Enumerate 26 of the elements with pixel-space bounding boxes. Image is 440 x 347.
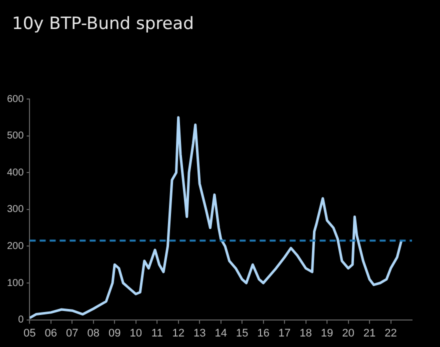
x-tick-label: 14	[214, 327, 227, 340]
x-tick-label: 08	[87, 327, 100, 340]
y-tick-label: 400	[6, 167, 24, 178]
x-tick-label: 19	[320, 327, 334, 340]
x-tick-label: 11	[151, 327, 163, 340]
y-tick-label: 100	[6, 278, 24, 289]
chart-title: 10y BTP-Bund spread	[12, 14, 194, 34]
x-tick-label: 12	[172, 327, 184, 340]
x-tick-label: 06	[44, 327, 58, 340]
x-tick-label: 09	[108, 327, 121, 340]
y-tick-label: 500	[6, 130, 24, 142]
x-tick-label: 13	[193, 327, 206, 340]
y-tick-label: 200	[6, 240, 24, 252]
x-tick-label: 20	[342, 327, 354, 340]
x-tick-label: 05	[24, 327, 36, 340]
x-tick-label: 15	[236, 327, 248, 340]
x-tick-label: 22	[384, 327, 397, 340]
x-tick-label: 07	[66, 327, 78, 340]
x-tick-label: 21	[363, 327, 376, 340]
y-tick-label: 600	[6, 94, 24, 105]
x-tick-label: 10	[130, 327, 142, 340]
x-tick-label: 16	[257, 327, 270, 340]
y-tick-label: 300	[6, 204, 24, 216]
y-tick-label: 0	[18, 314, 24, 326]
x-tick-label: 18	[300, 327, 312, 340]
x-tick-label: 17	[278, 327, 291, 340]
